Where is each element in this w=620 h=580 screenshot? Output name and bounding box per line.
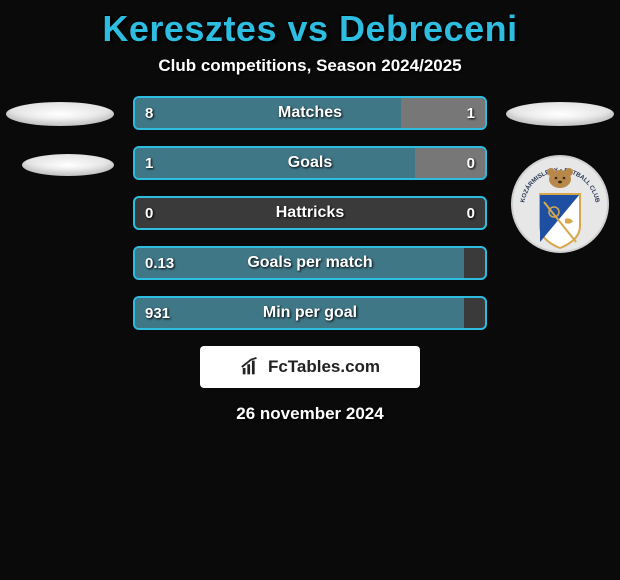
player-left-placeholder-1 (6, 102, 114, 126)
stat-label: Goals per match (135, 248, 485, 278)
stat-value-right: 0 (467, 148, 475, 178)
stat-row: 1 Goals 0 (133, 146, 487, 180)
comparison-card: Keresztes vs Debreceni Club competitions… (0, 8, 620, 424)
stat-value-right: 0 (467, 198, 475, 228)
stat-row: 8 Matches 1 (133, 96, 487, 130)
brand-label: FcTables.com (268, 357, 380, 377)
stat-label: Hattricks (135, 198, 485, 228)
brand-box[interactable]: FcTables.com (200, 346, 420, 388)
stat-value-right: 1 (467, 98, 475, 128)
stat-label: Goals (135, 148, 485, 178)
chart-icon (240, 356, 262, 378)
player-right-placeholder-1 (506, 102, 614, 126)
stat-row: 931 Min per goal (133, 296, 487, 330)
player-left-placeholder-2 (22, 154, 114, 176)
stat-label: Min per goal (135, 298, 485, 328)
stat-label: Matches (135, 98, 485, 128)
date-label: 26 november 2024 (0, 404, 620, 424)
shield-icon: KOZÁRMISLENY • FUTBALL CLUB (510, 154, 610, 254)
subtitle: Club competitions, Season 2024/2025 (0, 56, 620, 76)
stat-row: 0 Hattricks 0 (133, 196, 487, 230)
stats-area: KOZÁRMISLENY • FUTBALL CLUB (0, 96, 620, 424)
stat-row: 0.13 Goals per match (133, 246, 487, 280)
club-badge-right: KOZÁRMISLENY • FUTBALL CLUB (510, 154, 610, 254)
page-title: Keresztes vs Debreceni (0, 8, 620, 50)
